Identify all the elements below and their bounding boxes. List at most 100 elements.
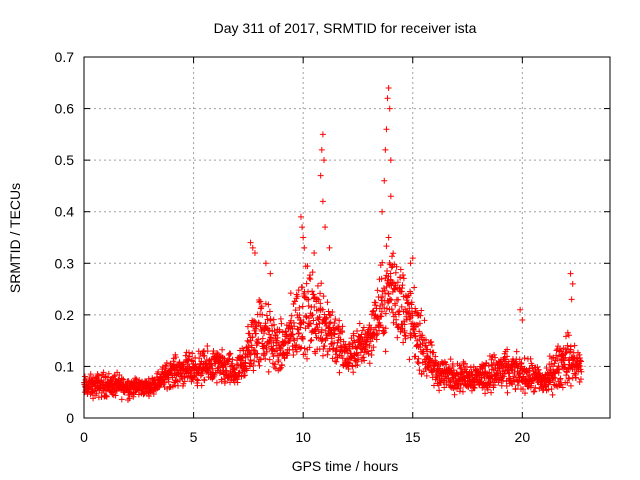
data-point <box>399 271 406 278</box>
data-point <box>422 342 429 349</box>
data-point <box>504 353 511 360</box>
data-point <box>552 375 559 382</box>
data-point <box>334 339 341 346</box>
data-point <box>320 293 327 300</box>
data-point <box>294 335 301 342</box>
x-tick-label: 15 <box>405 429 421 445</box>
data-point <box>266 338 273 345</box>
data-point <box>419 332 426 339</box>
data-point <box>349 363 356 370</box>
data-point <box>380 328 387 335</box>
data-point <box>222 378 229 385</box>
data-point <box>246 330 253 337</box>
data-point <box>412 305 419 312</box>
data-point <box>319 131 326 138</box>
data-point <box>390 250 397 257</box>
data-point <box>257 298 264 305</box>
data-point <box>392 269 399 276</box>
data-point <box>339 355 346 362</box>
data-point <box>277 345 284 352</box>
y-tick-label: 0 <box>66 410 74 426</box>
data-point <box>512 385 519 392</box>
data-point <box>409 255 416 262</box>
data-point <box>469 371 476 378</box>
data-point <box>387 193 394 200</box>
data-point <box>394 279 401 286</box>
data-point <box>145 375 152 382</box>
data-point <box>535 366 542 373</box>
data-point <box>382 348 389 355</box>
data-point <box>479 365 486 372</box>
data-point <box>382 325 389 332</box>
data-point <box>276 366 283 373</box>
data-point <box>304 263 311 270</box>
data-point <box>263 348 270 355</box>
data-point <box>320 345 327 352</box>
data-point <box>356 320 363 327</box>
data-point <box>399 282 406 289</box>
data-point <box>277 315 284 322</box>
data-point <box>571 342 578 349</box>
data-point <box>401 321 408 328</box>
data-point <box>402 333 409 340</box>
data-point <box>369 335 376 342</box>
data-point <box>489 362 496 369</box>
data-point <box>314 282 321 289</box>
data-point <box>383 126 390 133</box>
data-point <box>208 362 215 369</box>
data-point <box>290 351 297 358</box>
data-point <box>577 376 584 383</box>
data-point <box>567 343 574 350</box>
data-point <box>299 303 306 310</box>
data-point <box>292 307 299 314</box>
data-point <box>468 387 475 394</box>
data-point <box>130 393 137 400</box>
data-point <box>319 198 326 205</box>
data-point <box>526 365 533 372</box>
data-point <box>566 375 573 382</box>
data-point <box>251 358 258 365</box>
data-point <box>214 349 221 356</box>
data-point <box>392 302 399 309</box>
data-point <box>258 303 265 310</box>
data-point <box>543 364 550 371</box>
y-tick-label: 0.3 <box>55 255 75 271</box>
data-point <box>378 313 385 320</box>
data-point <box>143 378 150 385</box>
data-point <box>397 274 404 281</box>
data-point <box>326 320 333 327</box>
data-point <box>370 307 377 314</box>
data-point <box>146 393 153 400</box>
data-point <box>251 317 258 324</box>
data-point <box>188 378 195 385</box>
data-point <box>482 363 489 370</box>
data-point <box>265 368 272 375</box>
data-point <box>298 344 305 351</box>
data-point <box>402 306 409 313</box>
data-point <box>194 377 201 384</box>
data-point <box>327 319 334 326</box>
data-point <box>198 382 205 389</box>
data-point <box>396 307 403 314</box>
data-point <box>377 313 384 320</box>
data-point <box>93 390 100 397</box>
data-point <box>295 287 302 294</box>
y-tick-label: 0.7 <box>55 49 75 65</box>
data-point <box>253 323 260 330</box>
data-point <box>120 376 127 383</box>
data-point <box>95 372 102 379</box>
data-point <box>294 293 301 300</box>
y-axis-ticks: 0 0.1 0.2 0.3 0.4 0.5 0.6 0.7 <box>55 49 610 426</box>
data-point <box>578 368 585 375</box>
data-point <box>407 290 414 297</box>
data-point <box>467 364 474 371</box>
data-point <box>428 369 435 376</box>
data-point <box>255 336 262 343</box>
data-point <box>163 363 170 370</box>
data-point <box>322 224 329 231</box>
data-point <box>411 284 418 291</box>
data-point <box>306 320 313 327</box>
data-point <box>216 370 223 377</box>
y-axis-label: SRMTID / TECUs <box>7 183 23 293</box>
data-point <box>311 303 318 310</box>
